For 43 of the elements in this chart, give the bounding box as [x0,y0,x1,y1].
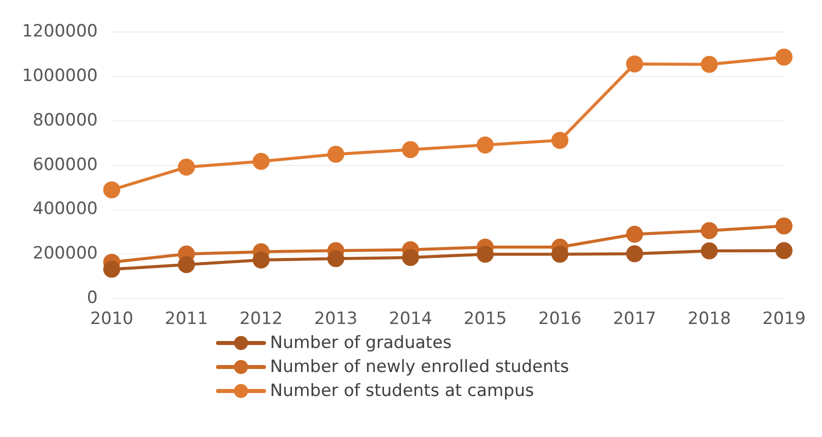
y-tick-label: 0 [86,288,98,308]
x-tick-label: 2014 [388,309,432,330]
point [776,218,792,235]
point [626,55,644,72]
y-tick-label: 1000000 [22,66,98,86]
point [103,260,120,278]
legend-label: Number of students at campus [270,381,534,401]
point [626,245,644,262]
y-tick-label: 600000 [32,154,98,175]
y-tick-label: 200000 [32,244,98,264]
point [551,132,568,149]
x-tick-label: 2019 [762,309,806,330]
x-tick-label: 2013 [314,309,358,330]
x-tick-label: 2012 [239,309,283,330]
x-tick-label: 2016 [538,309,582,330]
y-tick-label: 1200000 [22,22,98,42]
y-tick-label: 400000 [32,199,98,220]
point [700,222,718,240]
point [103,181,120,198]
x-tick-label: 2017 [612,309,656,330]
point [776,48,792,66]
y-tick-label: 800000 [32,110,98,130]
point [178,158,195,176]
point [476,246,494,263]
point [776,242,792,260]
x-tick-label: 2010 [90,309,134,330]
point [700,242,718,260]
x-tick-label: 2018 [688,309,731,330]
point [178,256,195,274]
point [327,146,344,163]
point [252,251,270,268]
legend-label: Number of newly enrolled students [270,357,570,377]
x-tick-label: 2011 [164,309,208,330]
point [476,136,494,154]
point [327,250,344,268]
legend-label: Number of graduates [270,333,452,353]
point [252,152,270,170]
point [402,141,420,158]
point [402,249,420,266]
x-tick-label: 2015 [464,309,507,330]
point [551,246,568,263]
point [700,56,718,73]
point [626,226,644,243]
